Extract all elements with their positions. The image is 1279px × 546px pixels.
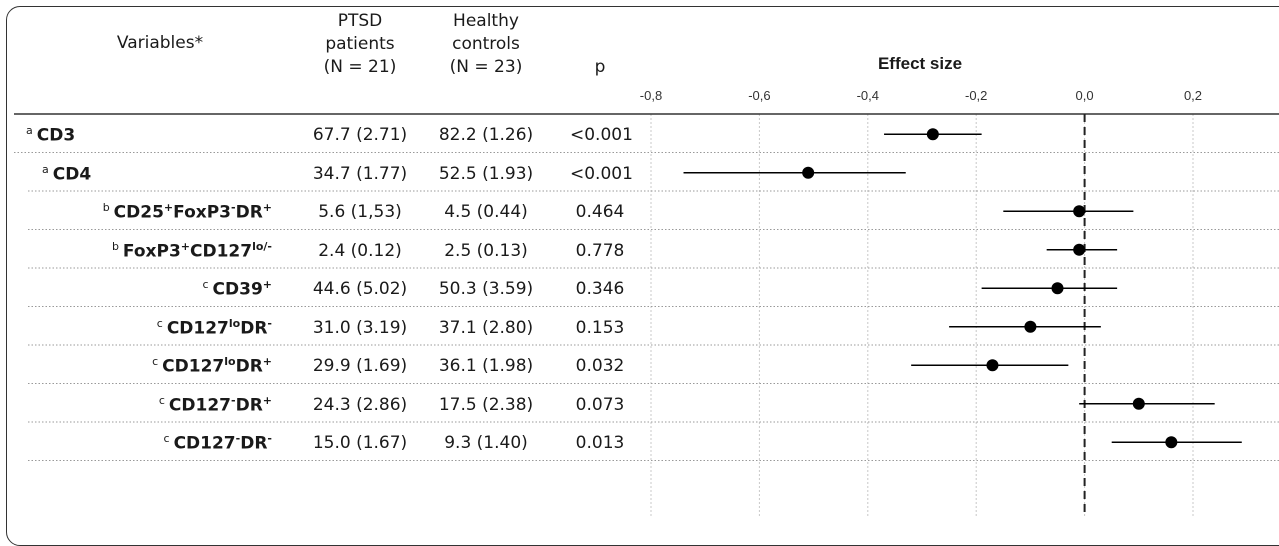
point-estimate	[1165, 436, 1178, 449]
ptsd-header: PTSD patients (N = 21)	[323, 11, 397, 77]
p-value: 0.073	[575, 394, 625, 415]
marker-superscript: +	[163, 201, 174, 214]
footnote-marker: c	[202, 278, 209, 291]
footnote-marker: c	[163, 432, 170, 445]
ptsd-value: 24.3 (2.86)	[312, 394, 408, 415]
footnote-marker: a	[42, 162, 49, 176]
variable-name: c CD39+	[202, 278, 272, 300]
marker-superscript: -	[235, 432, 241, 445]
marker-name: CD127	[166, 318, 229, 339]
healthy-value: 4.5 (0.44)	[444, 202, 528, 222]
ptsd-value: 5.6 (1,53)	[318, 202, 402, 222]
effect-size-label: Effect size	[878, 54, 962, 73]
marker-name: DR	[235, 202, 263, 223]
p-value: <0.001	[570, 125, 633, 145]
footnote-marker: c	[152, 355, 159, 368]
marker-name: CD4	[52, 164, 92, 185]
x-tick-label: -0,2	[965, 88, 987, 103]
variable-name: c CD127-DR-	[164, 432, 273, 454]
marker-superscript: +	[262, 393, 272, 407]
variable-name: b CD25+FoxP3-DR+	[103, 201, 272, 223]
marker-name: DR	[240, 433, 268, 454]
p-value: 0.346	[575, 279, 625, 299]
marker-name: CD127	[190, 241, 253, 262]
ptsd-value: 34.7 (1.77)	[312, 163, 408, 184]
healthy-value: 17.5 (2.38)	[438, 394, 534, 415]
ptsd-value: 2.4 (0.12)	[318, 240, 402, 261]
ptsd-value: 44.6 (5.02)	[312, 279, 408, 299]
footnote-marker: a	[26, 124, 33, 137]
marker-superscript: -	[267, 316, 272, 330]
marker-superscript: lo	[228, 316, 241, 330]
p-header: p	[594, 57, 606, 77]
marker-superscript: -	[231, 393, 236, 407]
variables-header: Variables*	[116, 33, 204, 53]
p-value: 0.013	[575, 433, 625, 453]
marker-name: CD25	[113, 202, 164, 223]
ptsd-value: 67.7 (2.71)	[312, 125, 408, 145]
marker-superscript: lo	[224, 355, 236, 368]
variable-name: c CD127loDR-	[157, 317, 272, 339]
marker-superscript: -	[267, 432, 272, 445]
x-tick-label: 0,0	[1076, 88, 1094, 103]
x-tick-label: -0,6	[748, 88, 770, 103]
healthy-value: 36.1 (1.98)	[438, 356, 534, 376]
variable-name: b FoxP3+CD127lo/-	[112, 240, 272, 262]
x-tick-label: -0,4	[857, 88, 879, 103]
footnote-marker: b	[111, 239, 119, 253]
point-estimate	[1073, 243, 1086, 256]
point-estimate	[1024, 320, 1037, 333]
healthy-value: 2.5 (0.13)	[444, 240, 528, 261]
healthy-value: 82.2 (1.26)	[438, 125, 534, 145]
footnote-marker: c	[156, 316, 163, 330]
point-estimate	[926, 128, 939, 141]
p-value: 0.032	[575, 356, 625, 376]
ptsd-value: 15.0 (1.67)	[312, 433, 408, 453]
marker-name: CD127	[162, 356, 225, 377]
p-value: 0.153	[575, 317, 625, 338]
ptsd-value: 31.0 (3.19)	[312, 317, 408, 338]
marker-superscript: +	[262, 355, 272, 368]
marker-name: CD39	[212, 279, 263, 300]
variable-name: c CD127loDR+	[152, 355, 272, 377]
marker-name: DR	[240, 318, 268, 339]
marker-superscript: lo/-	[252, 239, 272, 253]
p-value: 0.778	[575, 240, 625, 261]
point-estimate	[1132, 397, 1145, 410]
p-value: <0.001	[570, 163, 633, 184]
healthy-header: Healthy controls (N = 23)	[449, 11, 523, 77]
marker-name: CD127	[173, 433, 236, 454]
x-tick-label: -0,8	[640, 88, 662, 103]
marker-superscript: +	[262, 278, 272, 291]
point-estimate	[1051, 282, 1064, 295]
variable-name: a CD4	[42, 163, 91, 185]
marker-superscript: +	[262, 201, 272, 214]
marker-name: CD127	[168, 395, 231, 416]
marker-name: FoxP3	[122, 241, 181, 262]
forest-plot: Effect size -0,8 -0,6 -0,4 -0,2 0,0 0,2	[14, 54, 1279, 517]
marker-superscript: -	[231, 201, 236, 214]
footnote-marker: b	[102, 201, 110, 214]
variable-name: c CD127-DR+	[159, 394, 272, 416]
healthy-value: 52.5 (1.93)	[438, 163, 534, 184]
marker-name: DR	[235, 395, 263, 416]
p-value: 0.464	[575, 202, 625, 222]
marker-name: CD3	[36, 125, 76, 146]
marker-name: FoxP3	[173, 202, 231, 223]
healthy-value: 37.1 (2.80)	[438, 317, 534, 338]
healthy-value: 50.3 (3.59)	[438, 279, 534, 299]
healthy-value: 9.3 (1.40)	[444, 433, 528, 453]
point-estimate	[802, 166, 815, 179]
x-tick-label: 0,2	[1184, 88, 1202, 103]
point-estimate	[1073, 205, 1086, 218]
point-estimate	[986, 359, 999, 372]
variable-name: a CD3	[26, 124, 75, 146]
marker-superscript: +	[180, 239, 190, 253]
ptsd-value: 29.9 (1.69)	[312, 356, 408, 376]
marker-name: DR	[235, 356, 263, 377]
footnote-marker: c	[158, 393, 165, 407]
